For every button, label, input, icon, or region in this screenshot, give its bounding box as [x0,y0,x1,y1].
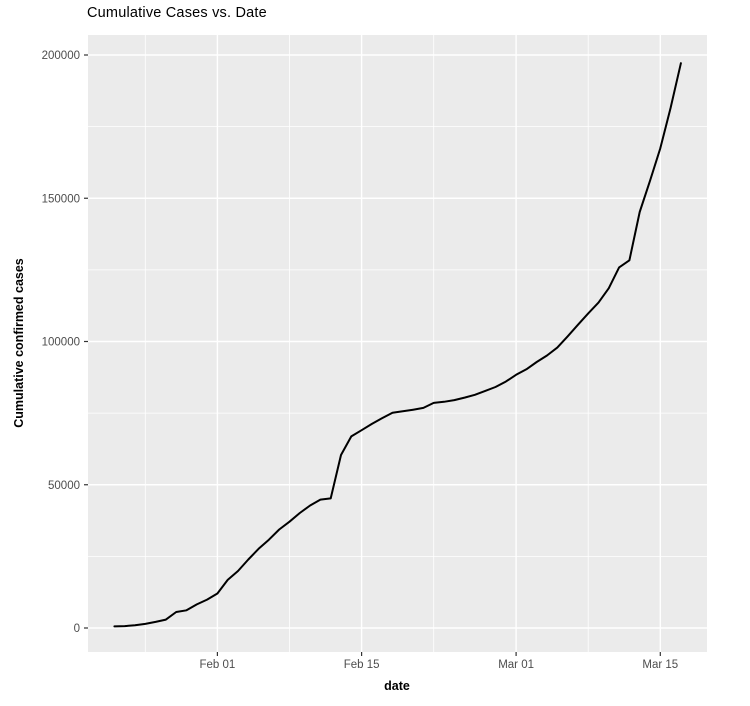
x-tick-label: Mar 15 [642,659,678,671]
y-tick-label: 100000 [42,337,80,349]
y-axis-title: Cumulative confirmed cases [12,258,26,428]
y-tick-label: 150000 [42,193,80,205]
y-tick-label: 0 [74,623,80,635]
x-axis-title: date [384,679,410,693]
plot-panel [88,35,707,652]
x-tick-label: Mar 01 [498,659,534,671]
y-tick-label: 200000 [42,50,80,62]
chart-title: Cumulative Cases vs. Date [87,5,267,21]
data-line-cumulative-cases [113,62,682,628]
y-tick-label: 50000 [48,480,80,492]
x-tick-label: Feb 15 [344,659,380,671]
x-tick-label: Feb 01 [199,659,235,671]
